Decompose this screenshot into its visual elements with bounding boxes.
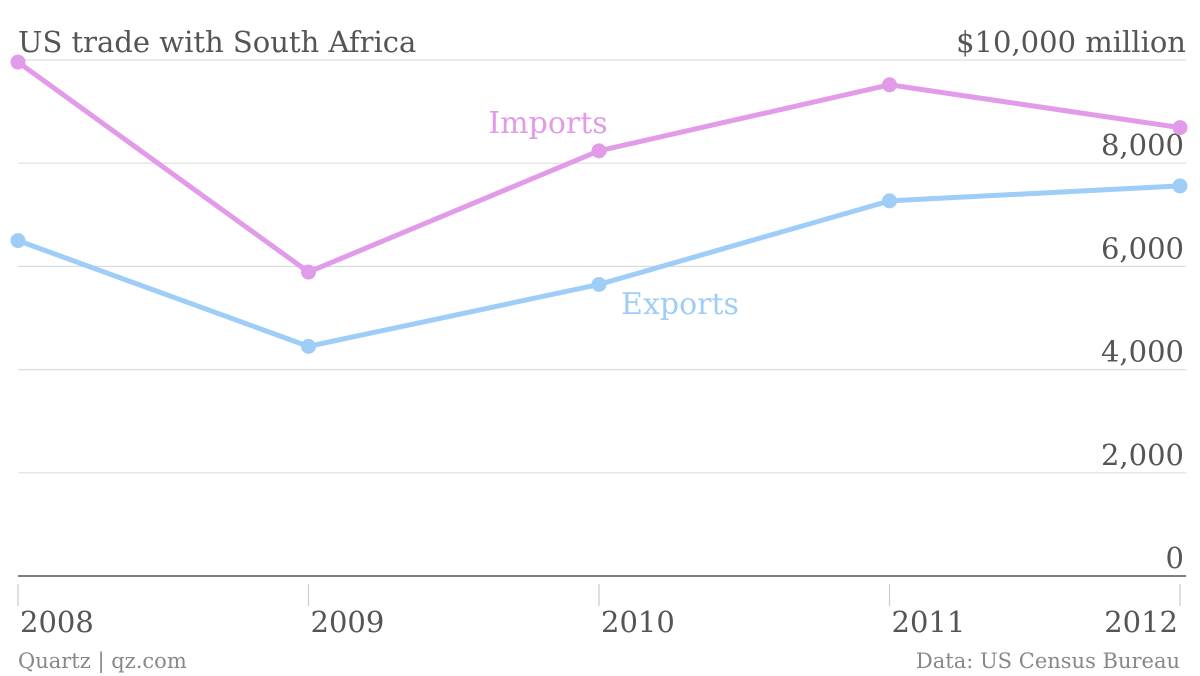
x-tick-label: 2008: [20, 605, 94, 639]
imports-point-2010: [591, 143, 607, 159]
x-tick-label: 2012: [1104, 605, 1178, 639]
imports-point-2011: [882, 77, 897, 93]
chart-title: US trade with South Africa: [18, 25, 416, 59]
y-tick-label: 0: [1166, 541, 1184, 575]
y-tick-label: 8,000: [1101, 128, 1184, 162]
footer-source-left: Quartz | qz.com: [18, 649, 187, 674]
y-tick-label: 2,000: [1101, 438, 1184, 472]
exports-point-2008: [10, 233, 26, 249]
exports-series: Exports: [10, 178, 1188, 354]
y-tick-label: 6,000: [1101, 231, 1184, 265]
series-group: Imports Exports: [10, 54, 1188, 354]
x-tick-label: 2010: [601, 605, 675, 639]
imports-point-2009: [301, 264, 316, 280]
exports-point-2010: [591, 276, 607, 292]
x-axis: 2008 2009 2010 2011 2012: [17, 584, 1181, 639]
exports-series-label: Exports: [621, 287, 739, 322]
y-axis-unit-label: $10,000 million: [956, 25, 1186, 59]
imports-line: [15, 59, 1183, 275]
imports-series-label: Imports: [488, 106, 607, 141]
y-tick-label: 4,000: [1101, 335, 1184, 369]
exports-point-2012: [1172, 178, 1188, 194]
exports-point-2009: [301, 338, 316, 354]
imports-point-2008: [10, 54, 26, 70]
footer-source-right: Data: US Census Bureau: [916, 649, 1180, 673]
exports-point-2011: [882, 193, 897, 209]
imports-series: Imports: [10, 54, 1188, 280]
gridlines: 0 2,000 4,000 6,000 8,000: [18, 59, 1186, 575]
imports-point-2012: [1172, 120, 1188, 136]
x-tick-label: 2009: [311, 605, 385, 639]
x-tick-label: 2011: [892, 605, 966, 639]
